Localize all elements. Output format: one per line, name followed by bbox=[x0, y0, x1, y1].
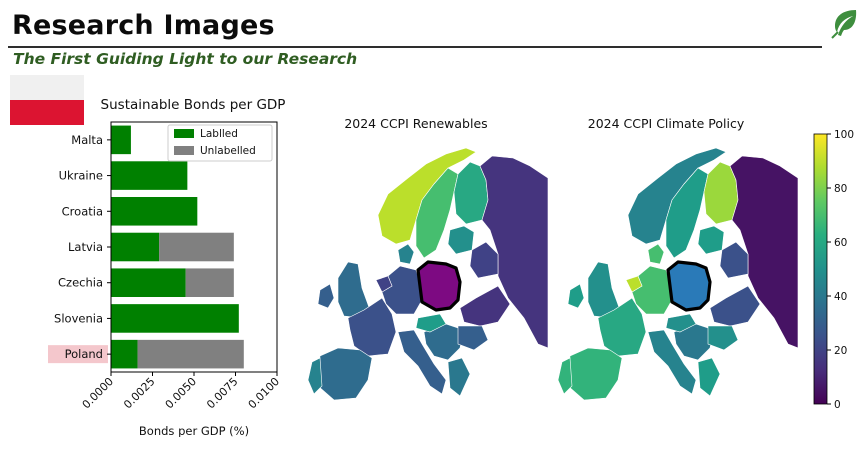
x-tick-label: 0.0050 bbox=[163, 375, 199, 411]
map1-region-russia bbox=[479, 155, 548, 349]
y-tick-label-ukraine: Ukraine bbox=[59, 169, 103, 183]
y-tick-label-croatia: Croatia bbox=[62, 204, 103, 218]
bar-chart: Sustainable Bonds per GDP Lablled Unlabe… bbox=[48, 97, 286, 437]
map1-region-netherlands bbox=[375, 275, 393, 293]
map1-region-balkans bbox=[423, 323, 465, 361]
map2-region-greece bbox=[697, 357, 721, 397]
ccpi-renewables-map: 2024 CCPI Renewables bbox=[307, 116, 548, 401]
legend-swatch-unlabelled bbox=[174, 146, 194, 155]
map1-region-germany bbox=[381, 265, 423, 315]
map2-region-germany bbox=[631, 265, 673, 315]
x-tick-label: 0.0100 bbox=[246, 375, 282, 411]
map1-region-norway bbox=[377, 147, 477, 245]
map1-region-sweden bbox=[415, 167, 459, 259]
x-tick-label: 0.0075 bbox=[204, 375, 240, 411]
bar-poland-lablled bbox=[111, 339, 138, 369]
colorbar-ticks: 0 20 40 60 80 100 bbox=[827, 129, 854, 411]
bar-chart-title: Sustainable Bonds per GDP bbox=[101, 97, 286, 113]
map2-regions bbox=[557, 147, 798, 401]
bar-czechia-lablled bbox=[111, 268, 186, 297]
bar-croatia-lablled bbox=[111, 197, 198, 226]
y-tick-label-slovenia: Slovenia bbox=[54, 311, 103, 325]
map1-region-portugal bbox=[307, 357, 323, 395]
page-title: Research Images bbox=[12, 10, 275, 41]
x-tick-label: 0.0000 bbox=[80, 375, 116, 411]
map2-region-netherlands bbox=[625, 275, 643, 293]
map2-region-poland-highlight bbox=[666, 260, 712, 312]
bar-malta-lablled bbox=[111, 125, 131, 155]
bar-poland-unlabelled bbox=[137, 339, 244, 369]
map1-regions bbox=[307, 147, 548, 401]
colorbar-gradient bbox=[813, 133, 828, 405]
map1-region-spain bbox=[317, 347, 373, 401]
map2-region-italy bbox=[647, 329, 697, 395]
legend: Lablled Unlabelled bbox=[167, 124, 273, 162]
bar-czechia-unlabelled bbox=[185, 268, 234, 297]
legend-swatch-labelled bbox=[174, 129, 194, 138]
map2-region-portugal bbox=[557, 357, 573, 395]
bar-latvia-unlabelled bbox=[159, 232, 234, 262]
ccpi-climate-policy-map: 2024 CCPI Climate Policy bbox=[557, 116, 798, 401]
map2-region-romania bbox=[707, 325, 739, 351]
map1-region-greece bbox=[447, 357, 471, 397]
x-tick-label: 0.0025 bbox=[121, 375, 157, 411]
bar-chart-xlabel: Bonds per GDP (%) bbox=[139, 424, 249, 437]
colorbar-tick-label: 0 bbox=[834, 399, 841, 411]
map2-region-russia bbox=[729, 155, 798, 349]
map2-region-norway bbox=[627, 147, 727, 245]
map1-region-ireland bbox=[317, 283, 335, 309]
map1-region-france bbox=[347, 297, 397, 357]
bar-latvia-lablled bbox=[111, 232, 160, 262]
y-tick-label-malta: Malta bbox=[71, 133, 103, 147]
map2-region-belarus bbox=[719, 241, 749, 279]
map2-region-spain bbox=[567, 347, 623, 401]
map2-region-ireland bbox=[567, 283, 585, 309]
map1-region-poland-highlight bbox=[416, 260, 462, 312]
map2-title: 2024 CCPI Climate Policy bbox=[588, 116, 745, 131]
highlight-poland bbox=[48, 345, 108, 364]
title-divider bbox=[8, 46, 822, 48]
colorbar: 0 20 40 60 80 100 bbox=[813, 129, 854, 411]
bar-slovenia-lablled bbox=[111, 304, 239, 333]
colorbar-tick-label: 100 bbox=[834, 129, 854, 141]
map2-region-austria bbox=[665, 313, 697, 333]
legend-label-labelled: Lablled bbox=[200, 128, 238, 140]
y-tick-label-poland: Poland bbox=[65, 347, 103, 361]
map2-region-baltics bbox=[697, 225, 725, 255]
flag-white-band bbox=[10, 75, 84, 100]
map2-region-sweden bbox=[665, 167, 709, 259]
y-tick-label-latvia: Latvia bbox=[68, 240, 103, 254]
map2-region-balkans bbox=[673, 323, 715, 361]
map1-title: 2024 CCPI Renewables bbox=[344, 116, 487, 131]
colorbar-tick-label: 20 bbox=[834, 345, 847, 357]
map1-region-austria bbox=[415, 313, 447, 333]
legend-label-unlabelled: Unlabelled bbox=[200, 145, 256, 157]
map1-region-baltics bbox=[447, 225, 475, 255]
map2-region-denmark bbox=[647, 243, 665, 265]
colorbar-tick-label: 80 bbox=[834, 183, 847, 195]
map1-region-belarus bbox=[469, 241, 499, 279]
poland-flag bbox=[10, 75, 84, 125]
bar-ukraine-lablled bbox=[111, 161, 188, 190]
page-subtitle: The First Guiding Light to our Research bbox=[13, 50, 358, 68]
map1-region-italy bbox=[397, 329, 447, 395]
flag-red-band bbox=[10, 100, 84, 125]
map1-region-romania bbox=[457, 325, 489, 351]
bar-layer bbox=[48, 125, 244, 369]
map1-region-ukraine bbox=[459, 285, 511, 327]
map2-region-ukraine bbox=[709, 285, 761, 327]
map2-region-france bbox=[597, 297, 647, 357]
colorbar-tick-label: 40 bbox=[834, 291, 847, 303]
colorbar-tick-label: 60 bbox=[834, 237, 847, 249]
y-tick-label-czechia: Czechia bbox=[58, 276, 103, 290]
leaf-logo-icon bbox=[831, 10, 857, 39]
map1-region-denmark bbox=[397, 243, 415, 265]
